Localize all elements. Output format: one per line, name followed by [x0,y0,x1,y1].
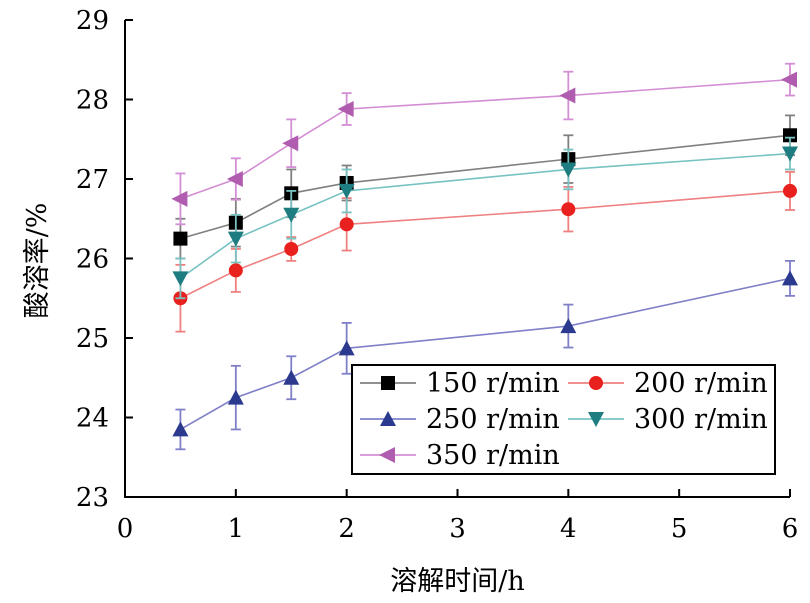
data-point [782,270,798,286]
data-point [782,146,798,162]
data-point [559,87,576,104]
y-tick-label: 28 [76,86,109,116]
legend-entry: 200 r/min [568,368,768,399]
x-axis-title: 溶解时间/h [390,566,525,597]
data-point [227,231,244,247]
legend-label: 300 r/min [634,404,768,435]
y-tick-label: 27 [76,165,109,195]
legend-entry: 150 r/min [360,368,560,399]
data-point [284,241,299,256]
data-point [783,183,797,198]
legend-entry: 300 r/min [568,404,768,435]
series-layer [171,62,798,451]
series-line [180,190,791,299]
x-axis-ticks: 0 1 2 3 4 5 6 [117,489,799,544]
x-tick-label: 6 [782,514,799,544]
data-point [338,340,355,356]
legend-marker [588,412,604,427]
data-point [560,318,577,334]
legend: 150 r/min 200 r/min 250 r/min 300 r/min 350 … [351,364,776,475]
data-point [171,190,188,207]
data-point [560,162,577,178]
data-point [173,231,188,246]
data-point [226,171,243,187]
series-350-r-min [171,62,797,226]
data-point [283,207,300,223]
x-tick-label: 1 [228,514,245,544]
y-tick-label: 26 [76,245,109,275]
data-point [781,71,797,88]
series-200-r-min [173,170,797,333]
legend-entry: 250 r/min [360,404,560,435]
series-300-r-min [172,136,798,300]
series-250-r-min [172,259,798,451]
y-tick-label: 24 [76,404,109,434]
x-tick-label: 4 [560,514,577,544]
legend-marker [589,376,603,390]
data-point [227,389,244,405]
legend-marker [379,447,395,463]
legend-label: 150 r/min [426,368,560,399]
x-tick-label: 0 [117,514,134,544]
data-point [172,421,189,437]
legend-box [351,364,776,475]
y-tick-label: 25 [76,324,109,354]
data-point [338,183,355,199]
legend-label: 250 r/min [426,404,560,435]
legend-marker [380,411,396,426]
y-axis-title: 酸溶率/% [22,203,53,319]
data-point [783,128,797,143]
series-line [180,134,791,240]
series-line [180,78,791,200]
x-tick-label: 5 [671,514,688,544]
data-point [561,202,576,217]
series-150-r-min [173,114,797,260]
legend-label: 200 r/min [634,368,768,399]
data-point [283,369,300,385]
legend-entry: 350 r/min [360,440,560,471]
data-point [339,217,354,232]
x-tick-label: 2 [338,514,355,544]
data-point [337,101,354,118]
legend-marker [381,376,395,390]
data-point [172,271,189,287]
y-axis-ticks: 23 24 25 26 27 28 29 [76,6,133,513]
series-line [179,152,791,280]
data-point [228,263,243,278]
y-tick-label: 29 [76,6,109,36]
data-point [282,135,299,152]
x-tick-label: 3 [449,514,466,544]
legend-label: 350 r/min [426,440,560,471]
y-tick-label: 23 [76,483,109,513]
series-line [180,277,791,431]
